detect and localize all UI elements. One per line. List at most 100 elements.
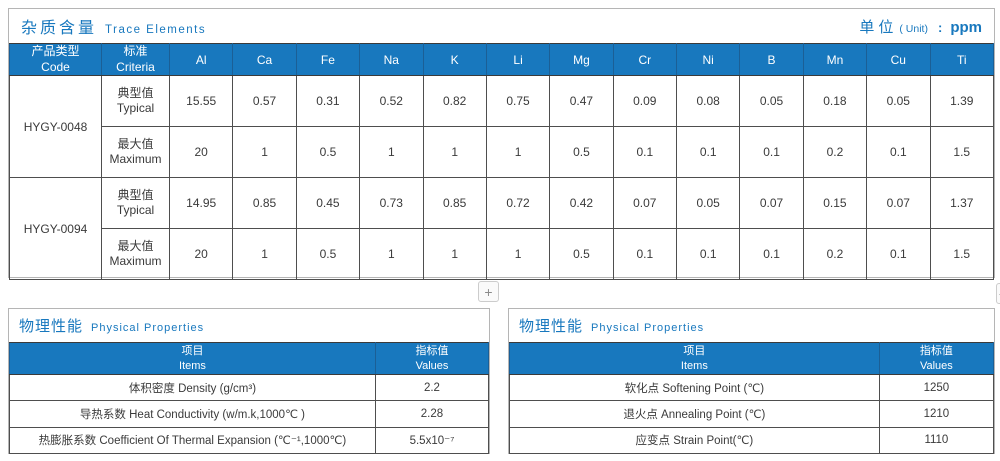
table-row-hygy0048-maximum: 最大值 Maximum 20 1 0.5 1 1 1 0.5 0.1 0.1 0… [10, 126, 994, 179]
col-header-criteria-en: Criteria [116, 59, 155, 74]
values-header-en: Values [415, 359, 449, 372]
values-header-zh: 指标值 [415, 345, 449, 358]
col-header-element-b: B [739, 42, 804, 77]
value-cell: 2.2 [374, 373, 490, 402]
trace-elements-table: 产品类型 Code 标准 Criteria Al Ca Fe Na K Li M… [9, 42, 994, 281]
physical-right-header-row: 项目 Items 指标值 Values [509, 342, 995, 375]
criteria-cell: 最大值 Maximum [101, 228, 170, 281]
table-row-heat-conductivity: 导热系数 Heat Conductivity (w/m.k,1000℃ ) 2.… [9, 400, 490, 428]
value-cell: 1.5 [929, 126, 994, 179]
value-cell: 1.39 [929, 75, 994, 128]
table-row-thermal-expansion: 热膨胀系数 Coefficient Of Thermal Expansion (… [9, 426, 490, 455]
value-cell: 0.1 [739, 126, 804, 179]
physical-right-title-en: Physical Properties [591, 322, 705, 334]
value-cell: 1 [422, 126, 487, 179]
value-cell: 1 [485, 126, 551, 179]
value-cell: 0.52 [359, 75, 424, 128]
unit-zh: 单位 [859, 18, 898, 36]
criteria-en: Typical [116, 203, 155, 218]
trace-elements-title: 杂质含量 Trace Elements [21, 14, 206, 38]
items-header-zh: 项目 [683, 345, 706, 358]
value-cell: 1 [422, 228, 487, 281]
col-header-element-mn: Mn [802, 42, 868, 77]
physical-properties-left-panel: 物理性能 Physical Properties 项目 Items 指标值 Va… [8, 308, 490, 455]
criteria-zh: 典型值 [117, 85, 154, 100]
value-cell: 0.42 [549, 177, 614, 230]
table-row-strain-point: 应变点 Strain Point(℃) 1110 [509, 426, 995, 455]
value-cell: 1.5 [929, 228, 994, 281]
unit-paren: ( Unit) [899, 22, 928, 35]
col-header-element-mg: Mg [549, 42, 614, 77]
item-cell: 热膨胀系数 Coefficient Of Thermal Expansion (… [9, 426, 376, 455]
physical-right-table: 项目 Items 指标值 Values 软化点 Softening Point … [509, 342, 995, 455]
physical-properties-right-panel: 物理性能 Physical Properties 项目 Items 指标值 Va… [508, 308, 995, 455]
trace-title-en: Trace Elements [105, 24, 207, 36]
table-row-hygy0048-typical: HYGY-0048 典型值 Typical 15.55 0.57 0.31 0.… [9, 75, 994, 179]
value-cell: 0.5 [295, 126, 361, 179]
value-cell: 0.75 [485, 75, 551, 128]
col-header-values: 指标值 Values [374, 342, 490, 375]
col-header-element-k: K [422, 42, 487, 77]
value-cell: 0.47 [549, 75, 614, 128]
value-cell: 0.73 [359, 177, 424, 230]
col-header-code-en: Code [41, 59, 70, 74]
value-cell: 0.2 [802, 126, 868, 179]
trace-elements-titlebar: 杂质含量 Trace Elements 单位 ( Unit) : ppm [9, 9, 994, 43]
criteria-cell: 典型值 Typical [101, 177, 170, 230]
unit-label: 单位 ( Unit) : ppm [859, 16, 982, 37]
col-header-element-cu: Cu [866, 42, 931, 77]
item-cell: 退火点 Annealing Point (℃) [509, 400, 880, 428]
items-header-zh: 项目 [181, 345, 204, 358]
unit-value: ppm [950, 18, 982, 36]
col-header-values: 指标值 Values [878, 342, 995, 375]
value-cell: 20 [168, 228, 234, 281]
item-cell: 导热系数 Heat Conductivity (w/m.k,1000℃ ) [9, 400, 376, 428]
add-section-button[interactable]: + [478, 281, 499, 302]
value-cell: 2.28 [374, 400, 490, 428]
col-header-code-zh: 产品类型 [31, 44, 80, 58]
col-header-element-ni: Ni [675, 42, 741, 77]
items-header-en: Items [179, 359, 206, 372]
value-cell: 5.5x10⁻⁷ [374, 426, 490, 455]
trace-header-row: 产品类型 Code 标准 Criteria Al Ca Fe Na K Li M… [9, 42, 994, 77]
value-cell: 15.55 [168, 75, 234, 128]
value-cell: 0.1 [739, 228, 804, 281]
value-cell: 0.82 [422, 75, 487, 128]
table-row-softening-point: 软化点 Softening Point (℃) 1250 [509, 373, 995, 402]
value-cell: 0.07 [739, 177, 804, 230]
value-cell: 0.45 [295, 177, 361, 230]
physical-left-table: 项目 Items 指标值 Values 体积密度 Density (g/cm³)… [9, 342, 490, 455]
value-cell: 0.85 [422, 177, 487, 230]
value-cell: 0.5 [295, 228, 361, 281]
value-cell: 1 [232, 228, 297, 281]
item-cell: 软化点 Softening Point (℃) [509, 373, 880, 402]
criteria-en: Typical [116, 101, 155, 116]
value-cell: 1 [359, 126, 424, 179]
physical-right-title-zh: 物理性能 [519, 318, 584, 335]
value-cell: 1210 [878, 400, 995, 428]
value-cell: 20 [168, 126, 234, 179]
value-cell: 0.09 [612, 75, 678, 128]
value-cell: 0.57 [232, 75, 297, 128]
item-cell: 应变点 Strain Point(℃) [509, 426, 880, 455]
col-header-element-cr: Cr [612, 42, 678, 77]
table-row-annealing-point: 退火点 Annealing Point (℃) 1210 [509, 400, 995, 428]
value-cell: 0.05 [739, 75, 804, 128]
physical-right-title: 物理性能 Physical Properties [519, 315, 704, 336]
col-header-criteria-zh: 标准 [123, 44, 148, 58]
value-cell: 0.1 [675, 228, 741, 281]
value-cell: 0.5 [549, 228, 614, 281]
value-cell: 0.1 [612, 126, 678, 179]
physical-left-title: 物理性能 Physical Properties [19, 315, 204, 336]
value-cell: 0.07 [612, 177, 678, 230]
physical-left-title-en: Physical Properties [91, 322, 205, 334]
trace-title-zh: 杂质含量 [21, 20, 98, 37]
value-cell: 0.07 [866, 177, 931, 230]
values-header-zh: 指标值 [919, 345, 953, 358]
item-cell: 体积密度 Density (g/cm³) [9, 373, 376, 402]
col-header-element-fe: Fe [295, 42, 361, 77]
add-section-button-right-edge[interactable]: + [996, 283, 1000, 304]
col-header-element-na: Na [359, 42, 424, 77]
value-cell: 1250 [878, 373, 995, 402]
value-cell: 0.72 [485, 177, 551, 230]
